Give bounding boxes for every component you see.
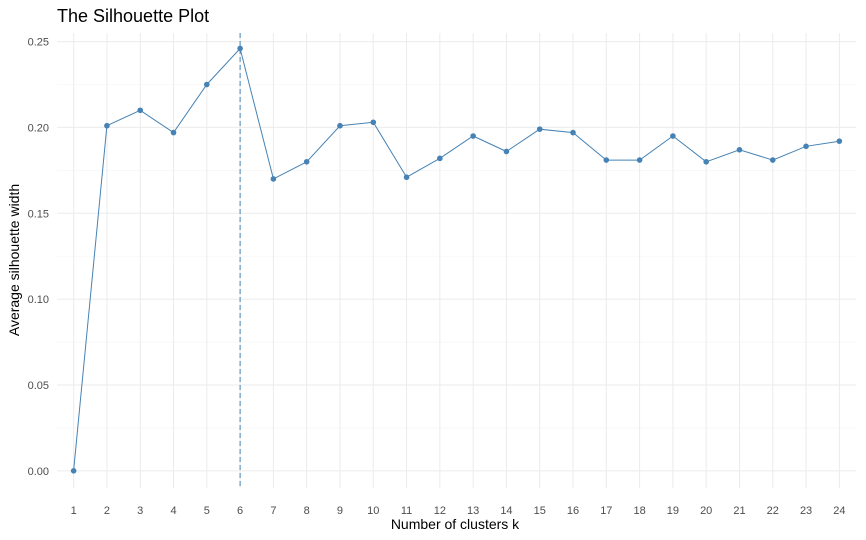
x-tick-label: 8 bbox=[304, 505, 310, 517]
data-point bbox=[503, 148, 510, 155]
x-axis-title: Number of clusters k bbox=[391, 516, 520, 532]
data-point bbox=[437, 155, 443, 162]
x-tick-label: 13 bbox=[467, 505, 479, 517]
data-point bbox=[736, 146, 743, 153]
x-tick-label: 24 bbox=[833, 505, 845, 517]
data-point bbox=[603, 157, 610, 163]
y-tick-label: 0.00 bbox=[28, 466, 49, 478]
data-point bbox=[703, 158, 709, 165]
x-tick-label: 20 bbox=[700, 505, 712, 517]
y-axis-ticks: 0.00 0.05 0.10 0.15 0.20 0.25 bbox=[28, 37, 49, 478]
y-tick-label: 0.20 bbox=[28, 122, 49, 134]
x-tick-label: 5 bbox=[204, 505, 210, 517]
data-point bbox=[636, 157, 643, 163]
data-point bbox=[270, 176, 277, 182]
x-tick-label: 23 bbox=[800, 505, 812, 517]
x-tick-label: 9 bbox=[337, 505, 343, 517]
y-axis-title: Average silhouette width bbox=[6, 184, 22, 336]
grid-lines bbox=[57, 33, 856, 488]
data-point bbox=[570, 129, 576, 136]
x-tick-label: 12 bbox=[434, 505, 446, 517]
x-tick-label: 1 bbox=[71, 505, 77, 517]
data-point bbox=[670, 133, 676, 139]
x-tick-label: 11 bbox=[401, 505, 412, 517]
x-tick-label: 10 bbox=[367, 505, 379, 517]
x-tick-label: 19 bbox=[667, 505, 679, 517]
x-tick-label: 22 bbox=[767, 505, 779, 517]
y-tick-label: 0.15 bbox=[28, 208, 49, 220]
data-point bbox=[303, 158, 310, 165]
x-tick-label: 7 bbox=[270, 505, 276, 517]
data-point bbox=[204, 81, 210, 88]
x-tick-label: 17 bbox=[600, 505, 612, 517]
data-point bbox=[403, 174, 410, 181]
x-tick-label: 14 bbox=[500, 505, 512, 517]
data-point bbox=[237, 45, 243, 52]
x-tick-label: 21 bbox=[733, 505, 745, 517]
x-tick-label: 4 bbox=[170, 505, 176, 517]
x-tick-label: 18 bbox=[633, 505, 645, 517]
x-tick-label: 15 bbox=[534, 505, 546, 517]
data-point bbox=[836, 138, 843, 144]
x-axis-ticks: 1 2 3 4 5 6 7 8 9 10 11 12 13 14 15 16 17 18 19 20 21 22 23 24 bbox=[71, 505, 846, 517]
x-tick-label: 6 bbox=[237, 505, 243, 517]
x-tick-label: 16 bbox=[567, 505, 579, 517]
data-point bbox=[337, 122, 343, 129]
data-point bbox=[104, 122, 110, 129]
data-point bbox=[803, 143, 809, 150]
data-point bbox=[70, 468, 77, 474]
y-tick-label: 0.05 bbox=[28, 380, 49, 392]
data-point bbox=[370, 119, 377, 126]
data-point bbox=[137, 107, 144, 114]
x-tick-label: 3 bbox=[137, 505, 143, 517]
series-line bbox=[73, 47, 840, 471]
data-point bbox=[170, 129, 177, 136]
data-point bbox=[536, 126, 543, 132]
chart-title: The Silhouette Plot bbox=[57, 6, 209, 26]
x-tick-label: 2 bbox=[104, 505, 110, 517]
data-point bbox=[769, 157, 776, 163]
data-point bbox=[470, 133, 476, 139]
y-tick-label: 0.25 bbox=[28, 37, 49, 49]
series-silhouette bbox=[70, 45, 843, 474]
y-tick-label: 0.10 bbox=[28, 294, 49, 306]
